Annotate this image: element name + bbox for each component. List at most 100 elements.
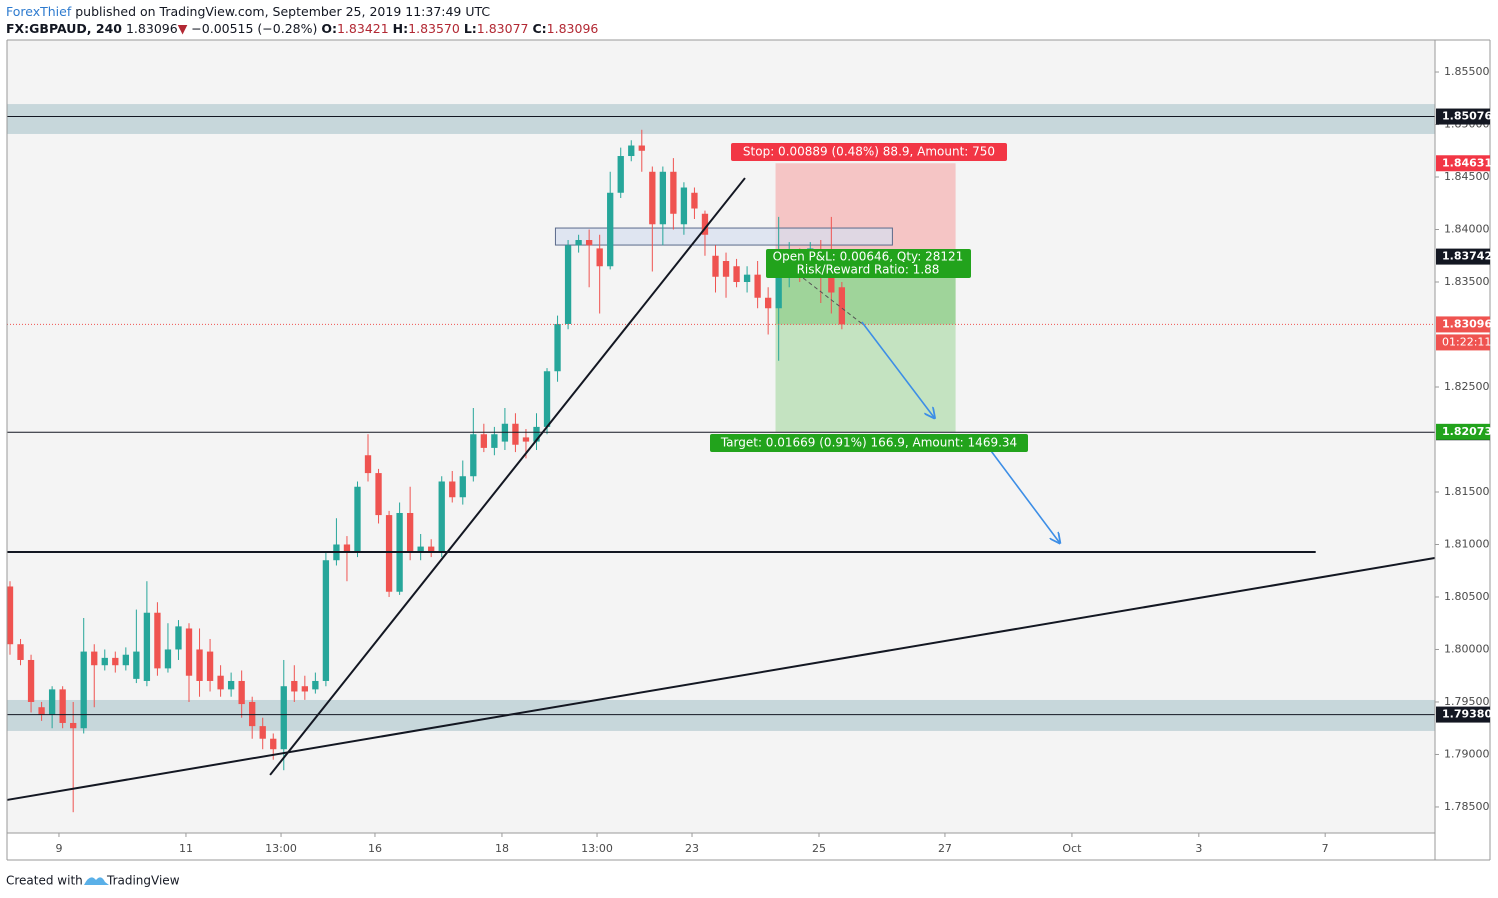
candle-body [270,738,277,750]
stop-label-box [731,143,1007,161]
y-tick-label: 1.84000 [1444,223,1490,236]
candle-body [722,261,730,277]
open-value: 1.83421 [337,21,389,36]
entry-price-label: 1.83742 [1442,250,1492,263]
target-label-box [710,434,1028,452]
stop-price-label-box [1436,155,1490,172]
price-label-box [1436,108,1490,125]
x-tick-label: 27 [938,842,952,855]
candle-body [417,546,424,553]
candle-body [133,651,140,679]
candle-body [112,657,119,666]
candle-body [406,512,414,553]
candle-body [596,248,603,267]
pnl-box [766,249,971,278]
candle-body [259,726,266,739]
pnl-label: Open P&L: 0.00646, Qty: 28121 [773,250,964,264]
footer-brand[interactable]: TradingView [106,874,180,888]
trendline [6,557,1435,801]
candle-body [491,434,498,448]
candle-body [554,324,561,372]
candle-body [343,544,351,553]
symbol-line: FX:GBPAUD, 240 1.83096▼ −0.00515 (−0.28%… [6,21,598,36]
candle-body [364,455,372,474]
candle-body [691,192,698,209]
y-tick-label: 1.82500 [1444,380,1490,393]
author[interactable]: ForexThief [6,4,72,19]
trendline [269,177,746,776]
candle-body [322,560,330,681]
y-tick-label: 1.79000 [1444,747,1490,760]
candle-body [48,689,56,715]
arrow [861,321,935,418]
candle-body [480,434,488,448]
candle-body [249,701,256,727]
close-label: C: [532,21,546,36]
candle-body [238,680,245,705]
countdown: 01:22:11 [1442,335,1491,348]
candle-body [301,686,308,692]
candle-body [617,156,624,193]
candle-body [743,274,751,283]
high-value: 1.83570 [408,21,460,36]
candle-body [385,515,393,592]
candle-body [101,657,108,666]
y-tick-label: 1.83500 [1444,275,1490,288]
candle-body [70,722,77,729]
candle-body [280,686,287,750]
y-tick-label: 1.79500 [1444,695,1490,708]
x-tick-label: 13:00 [581,842,613,855]
candle-body [27,659,35,702]
stop-label: Stop: 0.00889 (0.48%) 88.9, Amount: 750 [743,145,995,159]
footer-created: Created with [6,874,83,888]
change: −0.00515 (−0.28%) [191,21,317,36]
y-tick-label: 1.80000 [1444,642,1490,655]
candle-body [122,654,129,666]
candle-body [649,171,656,225]
candle-body [564,245,572,325]
candle-body [512,423,519,445]
published: published on TradingView.com, September … [75,4,490,19]
countdown-box [1436,334,1490,351]
entry-line [775,256,864,325]
candle-body [196,649,203,681]
candle-body [175,626,182,650]
candle-body [38,707,45,715]
candle-body [543,371,551,427]
candle-body [838,287,846,325]
candle-body [227,680,235,690]
candle-body [775,266,782,309]
candle-body [607,192,614,267]
target-price-label: 1.82073 [1442,425,1492,438]
candle-body [701,213,709,235]
range-box [554,227,893,246]
candle-body [449,481,456,498]
y-tick-label: 1.84500 [1444,170,1490,183]
last-price: 1.83096 [126,21,178,36]
x-tick-label: 16 [368,842,382,855]
high-label: H: [393,21,408,36]
sr-zone [7,699,1435,731]
candle-body [764,297,772,309]
candle-body [438,481,445,553]
candle-body [164,649,172,669]
y-tick-label: 1.85500 [1444,65,1490,78]
sr-zone [7,104,1435,134]
x-tick-label: 3 [1195,842,1202,855]
price-label: 1.79380 [1442,708,1492,721]
candle-body [6,586,14,645]
y-tick-label: 1.78500 [1444,800,1490,813]
low-label: L: [464,21,477,36]
y-tick-label: 1.81000 [1444,537,1490,550]
candle-body [733,266,740,283]
x-tick-label: 11 [179,842,193,855]
candle-body [638,145,645,151]
open-label: O: [321,21,337,36]
price-label: 1.83096 [1442,317,1492,330]
price-label: 1.85076 [1442,110,1492,123]
candle-body [375,473,382,516]
x-tick-label: 9 [55,842,62,855]
symbol: FX:GBPAUD, 240 [6,21,122,36]
candle-body [459,476,466,498]
